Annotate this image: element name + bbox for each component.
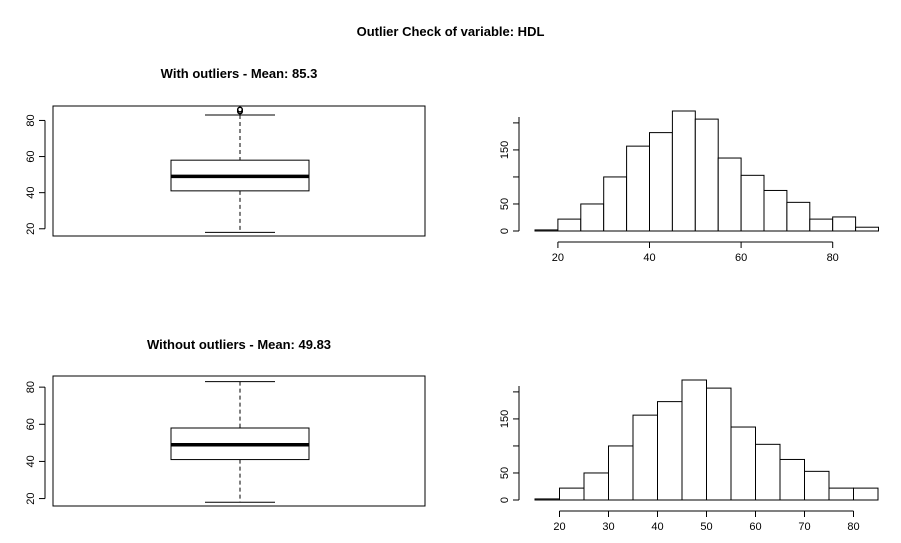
outlier-point (236, 106, 244, 113)
histogram-bar (559, 487, 585, 501)
histogram-bar (557, 218, 582, 232)
histogram-bar (681, 379, 707, 501)
histogram-bar (740, 174, 765, 232)
x-tick-label: 60 (735, 252, 747, 264)
y-tick-label: 50 (499, 467, 511, 479)
y-tick-label: 150 (499, 410, 511, 428)
histogram-bar (583, 472, 609, 501)
x-tick-label: 80 (847, 521, 859, 533)
histogram-bar (657, 401, 683, 501)
x-tick-label: 80 (827, 252, 839, 264)
histogram-bar (730, 426, 756, 501)
histogram-bar (755, 443, 781, 501)
y-tick-label: 60 (25, 150, 37, 162)
histogram-bar (580, 203, 605, 232)
y-tick-label: 80 (25, 114, 37, 126)
histogram-bar (717, 157, 742, 232)
histogram-bar (534, 498, 560, 501)
histogram-bar (626, 145, 650, 232)
histogram-bar (603, 176, 628, 232)
histogram-bar (809, 218, 834, 232)
histogram-bar (855, 226, 879, 232)
y-tick-label: 0 (499, 228, 511, 234)
y-tick-label: 60 (25, 418, 37, 430)
y-tick-label: 20 (25, 223, 37, 235)
histogram-bar (804, 470, 830, 501)
x-tick-label: 70 (798, 521, 810, 533)
y-tick-label: 20 (25, 492, 37, 504)
box-title: With outliers - Mean: 85.3 (161, 66, 318, 81)
histogram-bar (763, 189, 788, 232)
histogram-bar (649, 132, 673, 232)
histogram-bar (853, 487, 879, 501)
histogram-bar (632, 414, 658, 501)
x-tick-label: 40 (643, 252, 655, 264)
x-tick-label: 50 (700, 521, 712, 533)
y-tick-label: 40 (25, 455, 37, 467)
histogram-bar (534, 229, 559, 232)
x-tick-label: 20 (553, 521, 565, 533)
histogram-bar (832, 216, 857, 232)
x-tick-label: 60 (749, 521, 761, 533)
x-tick-label: 30 (602, 521, 614, 533)
histogram-bar (779, 458, 805, 501)
histogram-bar (706, 387, 732, 501)
y-tick-label: 0 (499, 497, 511, 503)
y-tick-label: 150 (499, 141, 511, 159)
box-title: Without outliers - Mean: 49.83 (147, 337, 331, 352)
x-tick-label: 40 (651, 521, 663, 533)
x-tick-label: 20 (552, 252, 564, 264)
plot-frame (52, 375, 426, 507)
histogram-bar (608, 445, 634, 501)
histogram-bar (786, 201, 811, 232)
y-tick-label: 40 (25, 187, 37, 199)
main-title: Outlier Check of variable: HDL (356, 24, 545, 39)
plot-frame (52, 105, 426, 237)
y-tick-label: 80 (25, 381, 37, 393)
histogram-bar (671, 110, 696, 232)
histogram-bar (694, 118, 719, 232)
histogram-bar (828, 487, 854, 501)
y-tick-label: 50 (499, 198, 511, 210)
